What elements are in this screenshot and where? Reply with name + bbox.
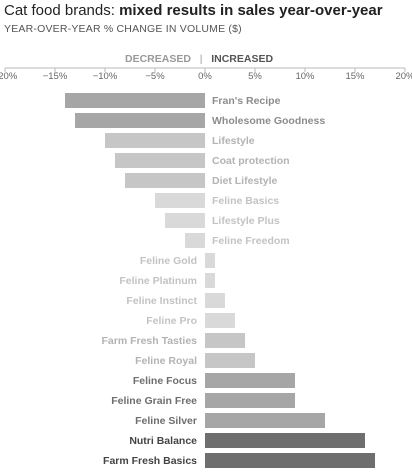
bar (205, 393, 295, 408)
x-tick-label: 0% (198, 71, 212, 82)
bar (205, 273, 215, 288)
bar-category-label: Feline Basics (212, 195, 279, 207)
bar (205, 353, 255, 368)
x-tick-label: −20% (0, 71, 18, 82)
x-tick-label: 20% (395, 71, 412, 82)
bar (205, 373, 295, 388)
bar (205, 333, 245, 348)
bar (155, 193, 205, 208)
bar (205, 253, 215, 268)
bar-category-label: Lifestyle Plus (212, 215, 280, 227)
bar-category-label: Wholesome Goodness (212, 115, 325, 127)
x-tick-label: 5% (248, 71, 262, 82)
bar-category-label: Farm Fresh Tasties (101, 335, 197, 347)
bar-category-label: Feline Pro (146, 315, 197, 327)
bar (65, 93, 205, 108)
bar (205, 413, 325, 428)
bar (205, 453, 375, 468)
x-tick-label: −5% (145, 71, 165, 82)
bar-category-label: Nutri Balance (129, 435, 197, 447)
bar-category-label: Fran's Recipe (212, 95, 281, 107)
bar-category-label: Feline Grain Free (111, 395, 197, 407)
x-tick-label: −15% (43, 71, 68, 82)
bar (185, 233, 205, 248)
bar-category-label: Feline Gold (140, 255, 197, 267)
bar (115, 153, 205, 168)
x-tick-label: 15% (345, 71, 365, 82)
bar-category-label: Coat protection (212, 155, 290, 167)
bar-category-label: Feline Silver (135, 415, 197, 427)
bar (205, 313, 235, 328)
bar-category-label: Feline Instinct (126, 295, 197, 307)
bar (105, 133, 205, 148)
bar (125, 173, 205, 188)
bar (205, 293, 225, 308)
x-tick-label: −10% (93, 71, 118, 82)
bar (205, 433, 365, 448)
bar-category-label: Feline Royal (135, 355, 197, 367)
bar (165, 213, 205, 228)
bar (75, 113, 205, 128)
bar-category-label: Feline Platinum (119, 275, 197, 287)
bar-category-label: Lifestyle (212, 135, 255, 147)
bar-category-label: Feline Freedom (212, 235, 290, 247)
bar-category-label: Diet Lifestyle (212, 175, 278, 187)
bar-category-label: Farm Fresh Basics (103, 455, 197, 467)
x-tick-label: 10% (295, 71, 315, 82)
bar-category-label: Feline Focus (133, 375, 197, 387)
